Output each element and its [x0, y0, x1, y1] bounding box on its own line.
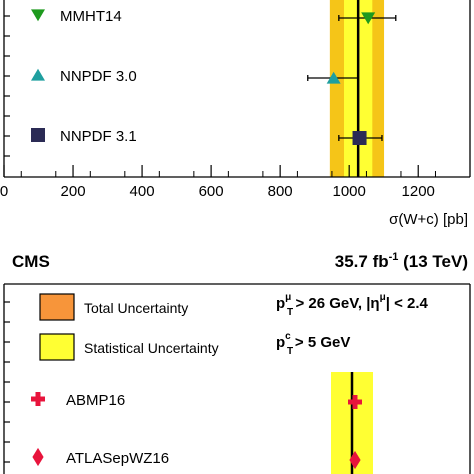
cut-c-sup: c: [285, 331, 291, 342]
legend-total-label: Total Uncertainty: [84, 300, 188, 316]
legend-stat-label: Statistical Uncertainty: [84, 340, 219, 356]
top-prediction-points: [307, 12, 397, 145]
x-tick-label: 0: [0, 183, 8, 200]
nnpdf-3-1-label: NNPDF 3.1: [60, 128, 137, 145]
legend-total-swatch: [39, 293, 75, 321]
experiment-label: CMS: [12, 252, 50, 271]
luminosity-value: 35.7 fb: [335, 252, 389, 271]
x-tick-label: 800: [268, 183, 293, 200]
charm-cut-label: pc > 5 GeV: [276, 331, 350, 351]
x-tick-label: 600: [199, 183, 224, 200]
abmp16-point: [348, 395, 362, 409]
x-tick-label: 1000: [332, 183, 365, 200]
cut-p2: p: [276, 334, 285, 351]
x-tick-label: 400: [130, 183, 155, 200]
nnpdf-3-0-point: [326, 71, 341, 84]
cut-mu-rest: > 26 GeV, |η: [291, 295, 379, 312]
bottom-prediction-points: [348, 395, 362, 470]
nnpdf-3-0-legend-marker: [31, 68, 45, 81]
bottom-prediction-labels: ABMP16 ATLASepWZ16: [31, 392, 169, 467]
cut-p: p: [276, 295, 285, 312]
x-tick-label: 200: [61, 183, 86, 200]
x-axis-label: σ(W+c) [pb]: [389, 211, 468, 228]
nnpdf-3-0-label: NNPDF 3.0: [60, 68, 137, 85]
nnpdf-3-1-legend-marker: [31, 128, 45, 142]
nnpdf-3-1-point: [352, 131, 367, 145]
abmp16-label: ABMP16: [66, 392, 125, 409]
x-axis-ticks: [3, 165, 436, 177]
mmht14-label: MMHT14: [60, 8, 122, 25]
top-panel: MMHT14 NNPDF 3.0 NNPDF 3.1 0 200 400 600 800 10…: [0, 0, 471, 228]
top-prediction-labels: MMHT14 NNPDF 3.0 NNPDF 3.1: [31, 8, 137, 145]
muon-cut-subscript: T: [287, 307, 293, 318]
atlasepwz16-legend-marker: [32, 447, 44, 467]
top-left-ticks: [4, 15, 10, 157]
mmht14-point: [361, 12, 376, 25]
x-axis-tick-labels: 0 200 400 600 800 1000 1200: [0, 183, 435, 200]
atlasepwz16-label: ATLASepWZ16: [66, 450, 169, 467]
bottom-left-ticks: [4, 301, 10, 463]
mmht14-legend-marker: [31, 9, 45, 22]
luminosity-exponent: -1: [389, 251, 399, 263]
energy-label: (13 TeV): [398, 252, 468, 271]
x-tick-label: 1200: [402, 183, 435, 200]
atlasepwz16-point: [349, 450, 361, 470]
charm-cut-subscript: T: [287, 346, 293, 357]
bottom-panel: Total Uncertainty Statistical Uncertaint…: [3, 283, 471, 474]
cut-eta-sup: μ: [380, 292, 386, 303]
cms-header: CMS 35.7 fb-1 (13 TeV): [12, 251, 468, 271]
muon-cut-label: pμ > 26 GeV, |ημ| < 2.4: [276, 292, 429, 312]
legend-stat-swatch: [39, 333, 75, 361]
cut-c-rest: > 5 GeV: [291, 334, 351, 351]
cut-eta-rest: | < 2.4: [386, 295, 429, 312]
abmp16-legend-marker: [31, 392, 45, 406]
luminosity-label: 35.7 fb-1 (13 TeV): [335, 251, 468, 271]
cut-mu-sup: μ: [285, 292, 291, 303]
